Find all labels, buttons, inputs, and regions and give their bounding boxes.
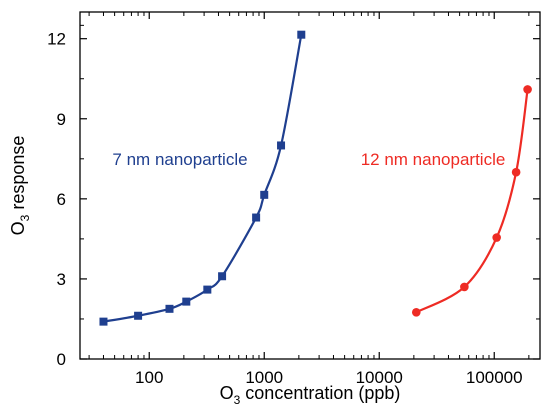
markers-layer bbox=[99, 30, 532, 326]
labels-layer: O3 concentration (ppb)O3 response 7 nm na… bbox=[8, 136, 505, 407]
series-1-point bbox=[99, 317, 108, 326]
series-1-point bbox=[203, 285, 212, 294]
series-label-2: 12 nm nanoparticle bbox=[361, 150, 506, 169]
series-1-point bbox=[297, 30, 306, 39]
y-tick-label: 3 bbox=[57, 270, 66, 289]
y-tick-label: 0 bbox=[57, 350, 66, 369]
series-1-point bbox=[134, 311, 143, 320]
y-tick-label: 12 bbox=[47, 30, 66, 49]
x-axis-title: O3 concentration (ppb) bbox=[220, 383, 401, 407]
series-2-point bbox=[523, 85, 532, 94]
series-curve-2 bbox=[415, 88, 529, 314]
y-axis-title-prefix: O bbox=[8, 221, 28, 235]
series-curve-1 bbox=[102, 33, 303, 323]
y-axis-title: O3 response bbox=[8, 136, 32, 236]
x-tick-label: 100000 bbox=[466, 368, 523, 387]
series-2-point bbox=[492, 233, 501, 242]
series-1-point bbox=[165, 304, 174, 313]
y-tick-label: 9 bbox=[57, 110, 66, 129]
series-1-point bbox=[218, 272, 227, 281]
series-2-point bbox=[460, 282, 469, 292]
series-1-point bbox=[252, 213, 261, 222]
series-2-point bbox=[511, 167, 521, 177]
y-axis-title-suffix: response bbox=[8, 136, 28, 215]
x-tick-label: 100 bbox=[135, 368, 163, 387]
series-1-point bbox=[277, 141, 286, 150]
y-tick-label: 6 bbox=[57, 190, 66, 209]
x-axis-title-subscript: 3 bbox=[234, 393, 241, 407]
series-label-1: 7 nm nanoparticle bbox=[112, 150, 247, 169]
axes-layer: 100 1000 10000 100000 0 3 6 9 12 bbox=[47, 11, 541, 387]
x-axis-title-prefix: O bbox=[220, 383, 234, 403]
series-2-point bbox=[411, 307, 421, 317]
plot-frame bbox=[79, 11, 541, 360]
x-tick-label: 1000 bbox=[245, 368, 283, 387]
y-axis-title-subscript: 3 bbox=[18, 214, 32, 221]
x-tick-label: 10000 bbox=[356, 368, 403, 387]
x-axis-title-suffix: concentration (ppb) bbox=[240, 383, 400, 403]
series-1-point bbox=[260, 190, 269, 199]
curves-layer bbox=[102, 33, 529, 323]
series-1-point bbox=[182, 297, 191, 306]
